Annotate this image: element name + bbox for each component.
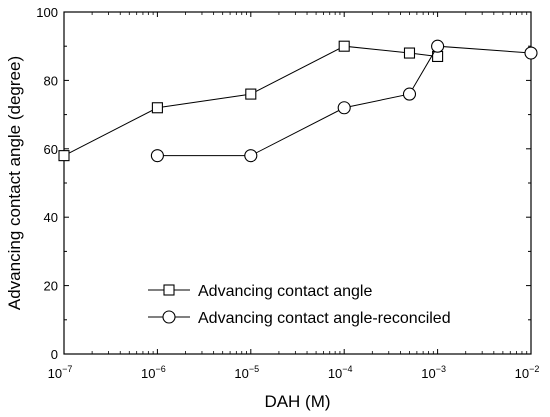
x-axis-title: DAH (M) [264,392,330,411]
data-point [150,149,164,163]
axes: 0 20 40 60 80 100 10−7 10−6 10−5 10−4 10−3 10−2 [36,5,539,381]
data-point [524,46,538,60]
data-point [338,40,350,52]
series-2 [150,39,538,163]
series-1 [58,40,444,162]
plot-frame [63,11,532,355]
legend: Advancing contact angle Advancing contact… [148,283,451,327]
data-point [245,88,257,100]
y-tick-label: 60 [44,142,58,157]
legend-marker [162,310,176,324]
series-line [157,45,532,157]
y-tick-label: 0 [51,347,58,362]
x-tick-label: 10−4 [328,364,353,381]
y-tick-label: 20 [44,279,58,294]
legend-label: Advancing contact angle [198,283,372,300]
legend-entry-1: Advancing contact angle [148,283,372,300]
data-point [58,150,70,162]
data-point [403,47,416,59]
y-tick-label: 80 [44,73,58,88]
legend-marker [163,284,175,296]
x-tick-label: 10−3 [421,364,446,381]
series-layer [58,39,538,163]
data-point [151,102,163,114]
x-tick-label: 10−2 [515,364,540,381]
data-point [402,87,417,101]
data-point [431,39,445,53]
y-axis-title: Advancing contact angle (degree) [5,56,24,310]
series-line [63,45,438,157]
legend-entry-2: Advancing contact angle-reconciled [148,310,451,327]
legend-label: Advancing contact angle-reconciled [198,310,451,327]
x-tick-label: 10−6 [141,364,166,381]
y-tick-label: 100 [36,5,58,20]
y-tick-label: 40 [44,210,58,225]
data-point [244,149,258,163]
data-point [337,101,351,115]
x-tick-label: 10−7 [48,364,73,381]
x-tick-label: 10−5 [234,364,259,381]
